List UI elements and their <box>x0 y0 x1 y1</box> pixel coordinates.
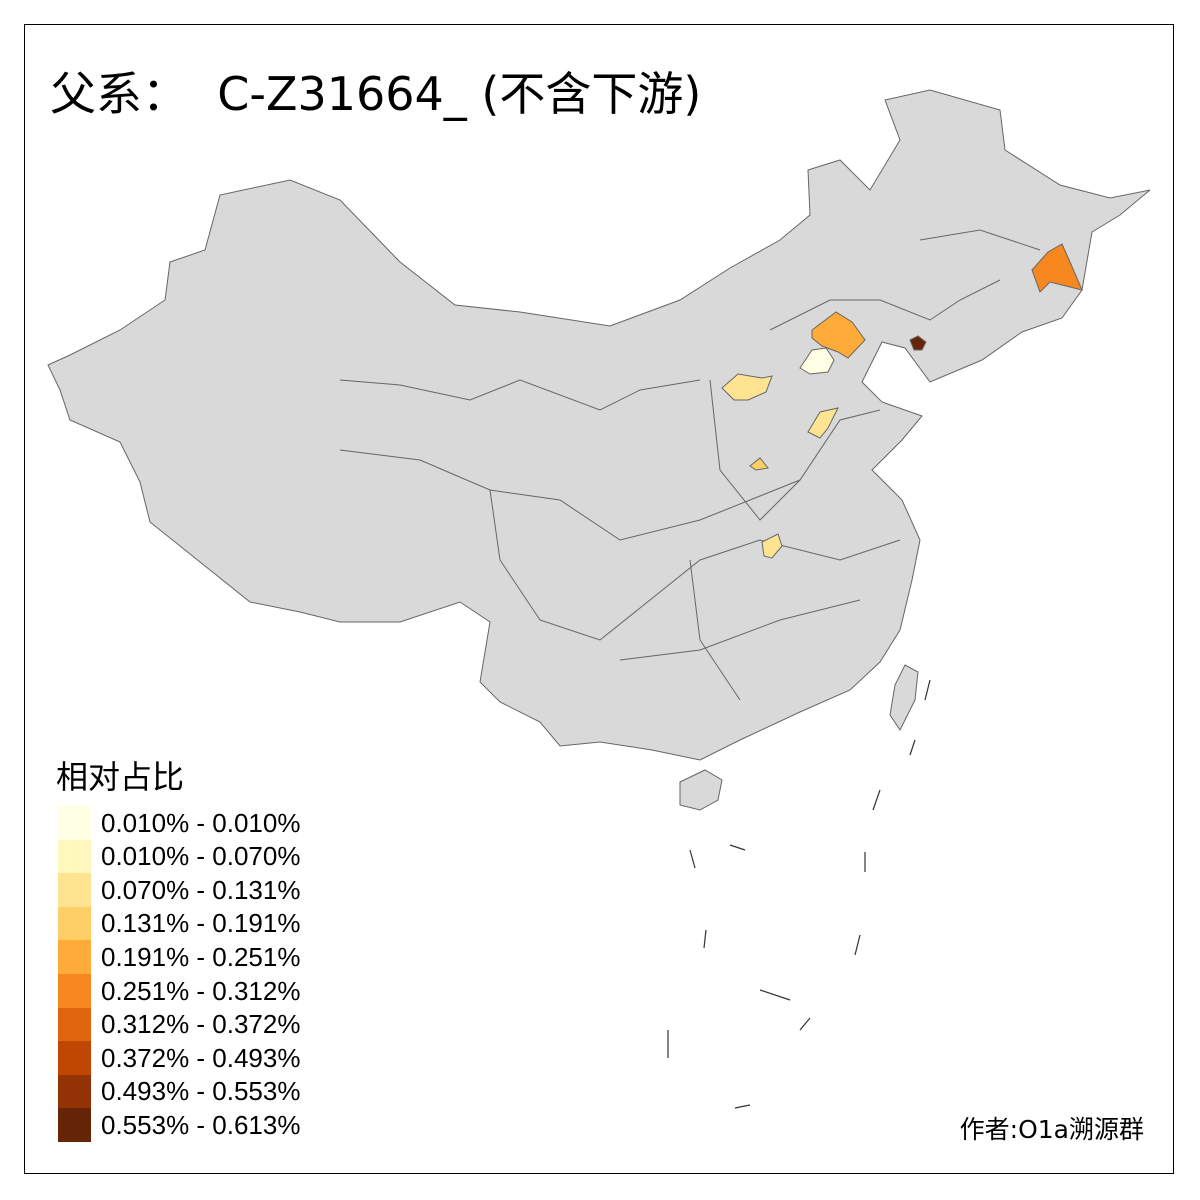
legend-label: 0.131% - 0.191% <box>101 908 301 939</box>
legend-swatch <box>58 873 91 908</box>
legend-label: 0.553% - 0.613% <box>101 1109 301 1140</box>
legend-item: 0.010% - 0.010% <box>58 806 300 840</box>
legend-item: 0.553% - 0.613% <box>58 1108 301 1143</box>
legend-item: 0.251% - 0.312% <box>58 974 300 1008</box>
legend-label: 0.010% - 0.010% <box>101 807 301 838</box>
legend-swatch <box>58 806 91 840</box>
legend-item: 0.191% - 0.251% <box>58 940 301 975</box>
legend-item: 0.131% - 0.191% <box>58 906 301 941</box>
region-south-henan <box>761 533 783 559</box>
legend-swatch <box>58 839 91 874</box>
legend-item: 0.010% - 0.070% <box>58 839 301 874</box>
legend-label: 0.312% - 0.372% <box>101 1009 301 1040</box>
legend-title: 相对占比 <box>56 758 185 796</box>
taiwan-region <box>889 664 919 731</box>
legend-label: 0.070% - 0.131% <box>101 874 301 905</box>
province-borders <box>339 229 1041 701</box>
author-credit: 作者:O1a溯源群 <box>959 1115 1144 1144</box>
legend-swatch <box>58 1108 91 1143</box>
legend-swatch <box>58 974 91 1008</box>
region-jinzhou <box>909 335 927 351</box>
legend-label: 0.251% - 0.312% <box>101 975 301 1006</box>
region-north-shanxi <box>721 373 773 401</box>
legend-label: 0.010% - 0.070% <box>101 841 301 872</box>
legend-item: 0.312% - 0.372% <box>58 1007 301 1042</box>
map-frame <box>24 24 1174 1174</box>
legend-swatch <box>58 940 91 975</box>
legend-swatch <box>58 1074 91 1109</box>
region-chengde <box>811 311 866 359</box>
mainland-region <box>47 89 1151 761</box>
region-se-heilongjiang <box>1031 243 1083 293</box>
legend-swatch <box>58 1041 91 1076</box>
legend-label: 0.191% - 0.251% <box>101 941 301 972</box>
legend-swatch <box>58 1007 91 1042</box>
legend-label: 0.372% - 0.493% <box>101 1042 301 1073</box>
region-south-shanxi <box>749 457 769 471</box>
legend-item: 0.070% - 0.131% <box>58 873 301 908</box>
legend-item: 0.493% - 0.553% <box>58 1074 301 1109</box>
map-title: 父系： C-Z31664_ (不含下游) <box>50 67 702 121</box>
legend-swatch <box>58 906 91 941</box>
legend-label: 0.493% - 0.553% <box>101 1076 301 1107</box>
hainan-region <box>679 769 723 811</box>
region-central-hebei <box>807 407 839 439</box>
highlighted-regions <box>721 243 1083 559</box>
region-beijing <box>799 347 835 375</box>
south-china-sea-islands <box>667 679 931 1109</box>
legend-item: 0.372% - 0.493% <box>58 1041 301 1076</box>
